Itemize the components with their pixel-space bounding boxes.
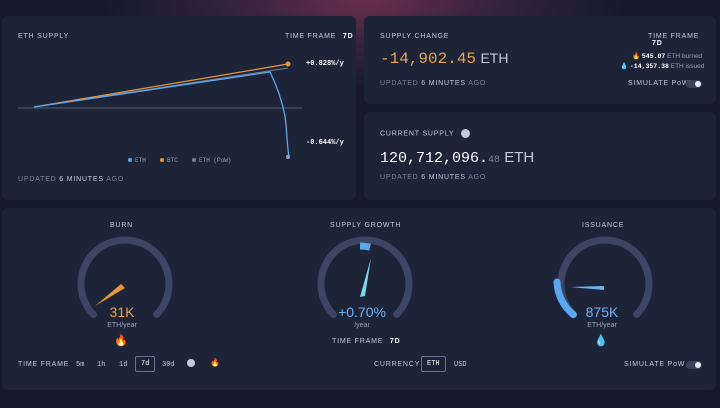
eth-series-line <box>33 71 290 158</box>
issuance-title: ISSUANCE <box>582 222 625 229</box>
time-frame-label: TIME FRAME <box>285 33 337 40</box>
burn-title: BURN <box>110 222 134 229</box>
time-frame-7d[interactable]: 7d <box>135 356 156 372</box>
supply-change-value: -14,902.45 ETH <box>380 50 509 68</box>
supply-growth-gauge <box>317 236 413 319</box>
current-supply-title: CURRENT SUPPLY <box>380 129 470 138</box>
issuance-unit: ETH/year <box>587 322 617 329</box>
current-supply-card: CURRENT SUPPLY 120,712,096.48 ETH UPDATE… <box>364 112 716 200</box>
burn-gauge-needle <box>95 284 125 306</box>
fire-icon: 🔥 <box>632 53 641 60</box>
supply-change-updated: UPDATED 6 MINUTES AGO <box>380 80 487 87</box>
burn-gauge <box>77 236 173 319</box>
issued-row: 💧 -14,357.38 ETH issued <box>620 63 705 70</box>
simulate-pow-label: SIMULATE PoW <box>628 80 690 87</box>
eth-supply-title: ETH SUPPLY <box>18 33 70 40</box>
btc-series-line <box>33 63 289 108</box>
eth-supply-time-frame[interactable]: TIME FRAME 7d <box>285 33 353 40</box>
supply-growth-title: SUPPLY GROWTH <box>330 222 402 229</box>
eth-logo-icon <box>460 129 470 138</box>
eth-supply-updated: UPDATED 6 MINUTES AGO <box>18 176 125 183</box>
supply-change-time-frame[interactable]: TIME FRAME 7d <box>648 33 700 47</box>
bottom-simulate-toggle[interactable] <box>686 361 702 369</box>
fire-filter-icon[interactable]: 🔥 <box>210 358 220 367</box>
supply-growth-needle <box>360 258 371 297</box>
burn-unit: ETH/year <box>107 322 137 329</box>
supply-growth-unit: /year <box>354 322 370 329</box>
series-label-bottom: -0.644%/y <box>306 139 344 147</box>
currency-eth[interactable]: ETH <box>421 356 446 372</box>
fire-icon: 🔥 <box>114 335 128 347</box>
supply-growth-value: +0.70% <box>338 304 386 320</box>
legend-btc[interactable]: BTC <box>160 157 178 164</box>
time-frame-30d[interactable]: 30d <box>162 361 175 369</box>
time-frame-1d[interactable]: 1d <box>119 361 128 369</box>
supply-change-card: SUPPLY CHANGE TIME FRAME 7d -14,902.45 E… <box>364 16 716 104</box>
simulate-pow-toggle[interactable] <box>686 80 702 88</box>
current-supply-updated: UPDATED 6 MINUTES AGO <box>380 174 487 181</box>
legend-eth-pow[interactable]: ETH (PoW) <box>192 157 231 164</box>
burn-value: 31K <box>109 304 135 320</box>
issuance-needle <box>570 286 604 290</box>
currency-label: CURRENCY <box>374 361 421 368</box>
bottom-simulate-label: SIMULATE PoW <box>624 361 686 368</box>
current-supply-value: 120,712,096.48 ETH <box>380 149 535 167</box>
legend-eth[interactable]: ETH <box>128 157 146 164</box>
eth-supply-chart <box>18 61 302 159</box>
time-frame-5m[interactable]: 5m <box>76 361 85 369</box>
time-frame-value: 7d <box>342 33 354 40</box>
droplet-icon: 💧 <box>594 335 608 347</box>
gauges-card: BURN 31K ETH/year 🔥 SUPPLY GROWTH +0.70%… <box>2 208 716 390</box>
merge-icon[interactable] <box>187 359 195 367</box>
droplet-icon: 💧 <box>620 63 629 70</box>
bottom-time-frame-label: TIME FRAME <box>18 361 70 368</box>
gauge-time-frame[interactable]: TIME FRAME 7d <box>332 338 401 345</box>
issuance-gauge <box>553 236 653 319</box>
burned-row: 🔥 545.07 ETH burned <box>632 53 703 60</box>
time-frame-1h[interactable]: 1h <box>97 361 106 369</box>
btc-end-dot <box>285 61 291 67</box>
currency-usd[interactable]: USD <box>454 361 467 369</box>
pow-end-dot <box>286 155 290 159</box>
series-label-top: +0.828%/y <box>306 60 344 68</box>
issuance-value: 875K <box>585 304 619 320</box>
supply-change-title: SUPPLY CHANGE <box>380 33 450 40</box>
eth-supply-card: ETH SUPPLY TIME FRAME 7d +0.828%/y -0.64… <box>2 16 356 200</box>
